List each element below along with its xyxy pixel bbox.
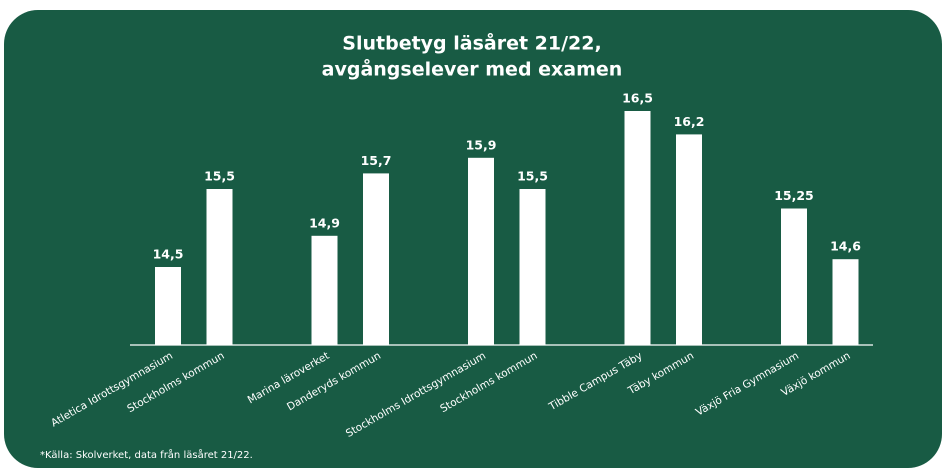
bar — [832, 259, 859, 345]
value-label: 16,5 — [622, 91, 653, 106]
bar — [206, 189, 233, 345]
value-label: 15,5 — [517, 169, 548, 184]
chart-title: Slutbetyg läsåret 21/22, — [342, 31, 601, 55]
value-label: 14,6 — [830, 239, 861, 254]
value-label: 15,25 — [774, 188, 814, 203]
bar — [468, 157, 494, 345]
value-label: 15,7 — [361, 153, 392, 168]
bar — [519, 189, 546, 345]
bar — [311, 235, 338, 345]
bar — [155, 267, 181, 345]
bar — [624, 111, 651, 345]
footnote: *Källa: Skolverket, data från läsåret 21… — [40, 448, 253, 461]
bar — [676, 134, 702, 345]
bar — [363, 173, 389, 345]
value-label: 14,5 — [153, 247, 184, 262]
bar — [781, 208, 807, 345]
value-label: 15,5 — [204, 169, 235, 184]
value-label: 16,2 — [674, 114, 705, 129]
chart-title: avgångselever med examen — [322, 57, 623, 81]
value-label: 15,9 — [466, 137, 497, 152]
value-label: 14,9 — [309, 215, 340, 230]
